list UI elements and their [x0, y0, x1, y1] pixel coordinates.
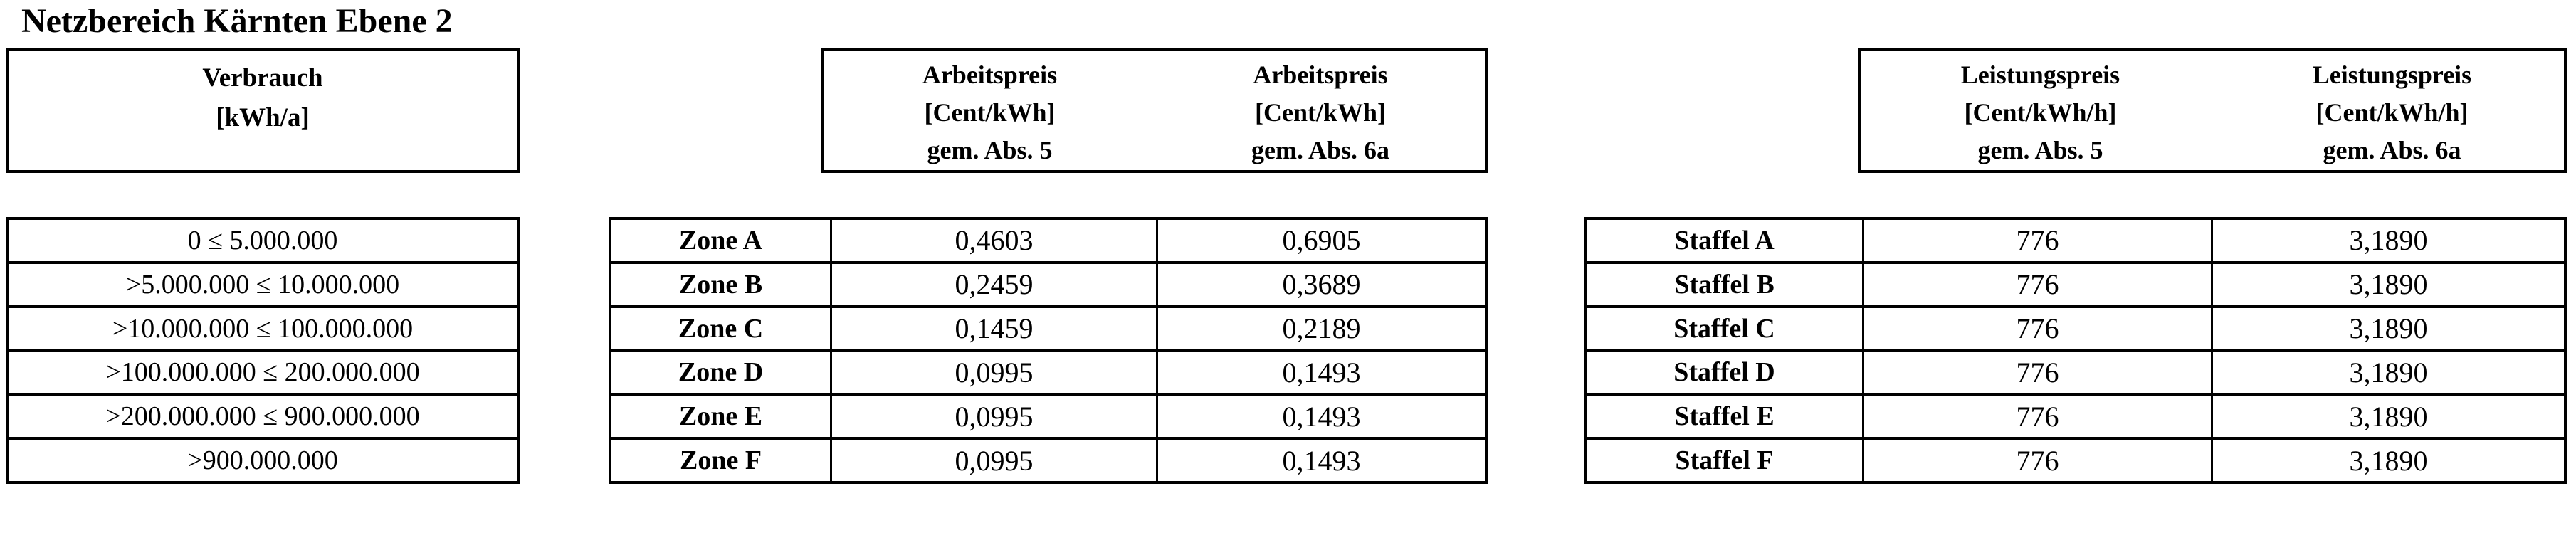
leistungspreis-abs5-value: 776 [1862, 352, 2211, 393]
consumption-range: >5.000.000 ≤ 10.000.000 [125, 269, 400, 300]
zone-row: Zone F 0,0995 0,1493 [611, 437, 1485, 481]
header-line-title: Arbeitspreis [922, 60, 1058, 89]
leistungspreis-header-box: Leistungspreis [Cent/kWh/h] gem. Abs. 5 … [1858, 48, 2567, 173]
arbeitspreis-abs5-value: 0,0995 [830, 440, 1156, 481]
arbeitspreis-abs6a-value: 0,1493 [1156, 352, 1485, 393]
header-line-ref: gem. Abs. 5 [1977, 136, 2103, 164]
leistungspreis-abs6a-value: 3,1890 [2211, 263, 2564, 305]
zone-label: Zone A [678, 225, 763, 255]
consumption-header-box: Verbrauch [kWh/a] [6, 48, 520, 173]
staffel-label: Staffel B [1674, 269, 1775, 300]
header-line-title: Leistungspreis [2312, 60, 2472, 89]
header-line-ref: gem. Abs. 6a [1251, 136, 1389, 164]
leistungspreis-abs6a-value: 3,1890 [2211, 307, 2564, 349]
zone-label: Zone B [678, 269, 763, 300]
consumption-range: 0 ≤ 5.000.000 [187, 225, 338, 255]
header-line-unit: [Cent/kWh/h] [1964, 98, 2117, 127]
consumption-row: >900.000.000 [9, 437, 517, 481]
consumption-header-title: Verbrauch [202, 63, 323, 93]
leistungspreis-abs6a-value: 3,1890 [2211, 396, 2564, 438]
leistungspreis-abs5-value: 776 [1862, 396, 2211, 438]
leistungspreis-table: Staffel A 776 3,1890 Staffel B 776 3,189… [1584, 217, 2567, 484]
zone-row: Zone C 0,1459 0,2189 [611, 305, 1485, 349]
leistungspreis-abs5-header: Leistungspreis [Cent/kWh/h] gem. Abs. 5 [1861, 51, 2220, 170]
staffel-label: Staffel D [1673, 357, 1775, 388]
staffel-row: Staffel A 776 3,1890 [1587, 220, 2564, 261]
header-line-unit: [Cent/kWh] [1254, 98, 1386, 127]
consumption-range: >10.000.000 ≤ 100.000.000 [112, 313, 414, 344]
header-line-unit: [Cent/kWh/h] [2315, 98, 2469, 127]
header-line-ref: gem. Abs. 6a [2323, 136, 2461, 164]
arbeitspreis-abs6a-value: 0,2189 [1156, 307, 1485, 349]
staffel-label: Staffel A [1674, 225, 1775, 255]
zone-row: Zone D 0,0995 0,1493 [611, 349, 1485, 393]
consumption-row: 0 ≤ 5.000.000 [9, 220, 517, 261]
arbeitspreis-abs5-value: 0,0995 [830, 352, 1156, 393]
staffel-row: Staffel D 776 3,1890 [1587, 349, 2564, 393]
consumption-row: >200.000.000 ≤ 900.000.000 [9, 393, 517, 437]
consumption-table: 0 ≤ 5.000.000 >5.000.000 ≤ 10.000.000 >1… [6, 217, 520, 484]
staffel-label: Staffel E [1674, 401, 1775, 432]
zone-label: Zone F [679, 445, 762, 476]
leistungspreis-abs6a-value: 3,1890 [2211, 352, 2564, 393]
arbeitspreis-abs5-value: 0,1459 [830, 307, 1156, 349]
leistungspreis-abs6a-value: 3,1890 [2211, 440, 2564, 481]
arbeitspreis-header-box: Arbeitspreis [Cent/kWh] gem. Abs. 5 Arbe… [821, 48, 1488, 173]
staffel-label: Staffel C [1673, 313, 1775, 344]
leistungspreis-abs6a-value: 3,1890 [2211, 220, 2564, 261]
consumption-range: >900.000.000 [187, 445, 338, 476]
staffel-label: Staffel F [1675, 445, 1774, 476]
leistungspreis-abs5-value: 776 [1862, 220, 2211, 261]
arbeitspreis-abs6a-value: 0,6905 [1156, 220, 1485, 261]
leistungspreis-abs5-value: 776 [1862, 307, 2211, 349]
staffel-row: Staffel E 776 3,1890 [1587, 393, 2564, 438]
consumption-row: >10.000.000 ≤ 100.000.000 [9, 305, 517, 349]
header-line-title: Leistungspreis [1960, 60, 2120, 89]
consumption-header-unit: [kWh/a] [216, 103, 310, 132]
zone-row: Zone E 0,0995 0,1493 [611, 393, 1485, 438]
header-line-unit: [Cent/kWh] [924, 98, 1056, 127]
staffel-row: Staffel C 776 3,1890 [1587, 305, 2564, 349]
consumption-row: >100.000.000 ≤ 200.000.000 [9, 349, 517, 393]
header-line-title: Arbeitspreis [1253, 60, 1388, 89]
consumption-range: >200.000.000 ≤ 900.000.000 [105, 401, 420, 432]
arbeitspreis-abs6a-value: 0,3689 [1156, 263, 1485, 305]
zone-row: Zone A 0,4603 0,6905 [611, 220, 1485, 261]
staffel-row: Staffel B 776 3,1890 [1587, 260, 2564, 305]
zone-label: Zone C [678, 313, 764, 344]
consumption-header: Verbrauch [kWh/a] [9, 51, 517, 170]
consumption-range: >100.000.000 ≤ 200.000.000 [105, 357, 420, 388]
arbeitspreis-abs5-value: 0,4603 [830, 220, 1156, 261]
page-title: Netzbereich Kärnten Ebene 2 [21, 2, 453, 40]
consumption-row: >5.000.000 ≤ 10.000.000 [9, 260, 517, 305]
arbeitspreis-abs6a-value: 0,1493 [1156, 440, 1485, 481]
zone-row: Zone B 0,2459 0,3689 [611, 260, 1485, 305]
header-line-ref: gem. Abs. 5 [927, 136, 1053, 164]
arbeitspreis-abs5-header: Arbeitspreis [Cent/kWh] gem. Abs. 5 [824, 51, 1156, 170]
arbeitspreis-abs5-value: 0,2459 [830, 263, 1156, 305]
arbeitspreis-abs6a-value: 0,1493 [1156, 396, 1485, 438]
leistungspreis-abs5-value: 776 [1862, 263, 2211, 305]
arbeitspreis-abs6a-header: Arbeitspreis [Cent/kWh] gem. Abs. 6a [1156, 51, 1485, 170]
leistungspreis-abs6a-header: Leistungspreis [Cent/kWh/h] gem. Abs. 6a [2220, 51, 2564, 170]
zone-label: Zone D [678, 357, 764, 388]
arbeitspreis-table: Zone A 0,4603 0,6905 Zone B 0,2459 0,368… [609, 217, 1488, 484]
arbeitspreis-abs5-value: 0,0995 [830, 396, 1156, 438]
leistungspreis-abs5-value: 776 [1862, 440, 2211, 481]
zone-label: Zone E [678, 401, 763, 432]
staffel-row: Staffel F 776 3,1890 [1587, 437, 2564, 481]
